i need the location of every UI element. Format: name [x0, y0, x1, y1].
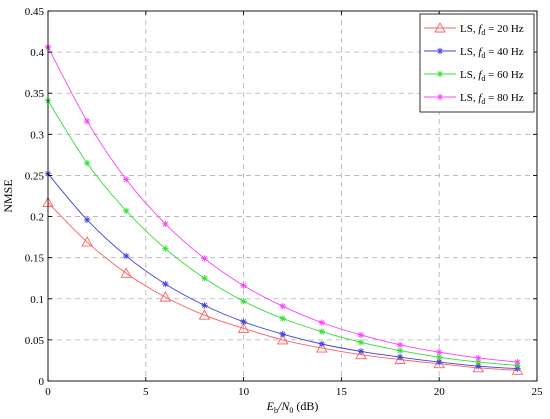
data-point-star	[357, 339, 365, 346]
x-axis-label: Eb/N0 (dB)	[266, 399, 319, 415]
data-point-star	[436, 93, 444, 101]
data-point-triangle	[237, 322, 250, 333]
legend-box	[419, 13, 535, 113]
legend-entry: LS, fd = 40 Hz	[424, 46, 524, 60]
data-point-star	[83, 216, 91, 224]
y-tick-label: 0	[39, 376, 45, 388]
data-point-star	[436, 47, 444, 55]
data-point-triangle	[198, 309, 211, 320]
y-tick-label: 0.2	[30, 212, 44, 224]
data-point-triangle	[316, 342, 328, 353]
data-point-star	[123, 252, 130, 260]
data-point-star	[123, 207, 130, 214]
data-point-star	[514, 358, 521, 366]
y-tick-label: 0.3	[30, 129, 44, 141]
series-layer	[42, 43, 524, 375]
data-point-star	[436, 349, 443, 356]
data-point-star	[357, 348, 365, 355]
series-2	[44, 170, 521, 372]
data-point-triangle	[511, 364, 524, 375]
data-point-star	[318, 340, 326, 348]
tick-labels: 0 5 10 15 20 25 0 0.05 0.1 0.15 0.2 0.25 0.3 0.35 0.4 0…	[25, 6, 543, 398]
data-point-star	[240, 282, 247, 289]
legend-label: LS, fd = 40 Hz	[460, 46, 524, 60]
data-point-triangle	[159, 291, 172, 302]
y-tick-label: 0.25	[25, 170, 45, 182]
y-tick-label: 0.1	[30, 294, 44, 306]
y-tick-label: 0.4	[30, 47, 44, 59]
legend-entry: LS, fd = 60 Hz	[424, 69, 524, 83]
data-point-triangle	[434, 22, 446, 33]
data-point-star	[357, 331, 365, 339]
legend-label: LS, fd = 60 Hz	[460, 69, 524, 83]
legend-entry: LS, fd = 80 Hz	[424, 92, 524, 106]
data-point-star	[436, 353, 443, 361]
data-point-triangle	[433, 357, 445, 369]
data-point-star	[162, 245, 169, 252]
data-point-triangle	[81, 236, 93, 247]
data-point-star	[123, 176, 130, 183]
data-point-star	[279, 315, 286, 322]
data-point-triangle	[120, 267, 133, 278]
y-tick-label: 0.05	[25, 335, 45, 347]
y-axis-label: NMSE	[1, 179, 15, 212]
y-tick-label: 0.35	[25, 88, 45, 100]
x-tick-label: 5	[143, 386, 149, 398]
data-point-triangle	[472, 361, 485, 373]
x-tick-label: 20	[434, 386, 446, 398]
data-point-star	[240, 298, 247, 305]
data-point-star	[83, 159, 91, 167]
data-point-star	[83, 117, 91, 125]
legend-entry: LS, fd = 20 Hz	[424, 22, 524, 37]
series-4	[44, 43, 521, 366]
data-point-triangle	[355, 348, 367, 360]
data-point-star	[396, 353, 404, 361]
data-point-star	[318, 328, 326, 335]
data-point-star	[396, 341, 404, 349]
data-point-star	[475, 354, 482, 362]
data-point-star	[318, 319, 326, 326]
data-point-star	[201, 275, 208, 282]
data-point-star	[436, 70, 444, 78]
x-tick-label: 10	[238, 386, 250, 398]
legend-label: LS, fd = 80 Hz	[460, 92, 524, 106]
data-point-star	[279, 302, 286, 310]
data-point-star	[201, 255, 208, 262]
y-tick-label: 0.45	[25, 6, 45, 18]
legend: LS, fd = 20 Hz LS, fd = 40 Hz LS, fd = 60 …	[419, 13, 535, 113]
data-point-star	[240, 318, 247, 325]
x-tick-label: 15	[336, 386, 348, 398]
data-point-triangle	[276, 333, 289, 345]
axis-ticks	[47, 10, 538, 382]
data-point-star	[201, 302, 208, 309]
data-point-star	[162, 220, 169, 228]
x-tick-label: 0	[45, 386, 51, 398]
legend-label: LS, fd = 20 Hz	[460, 23, 524, 37]
y-tick-label: 0.15	[25, 253, 45, 265]
data-point-star	[162, 280, 169, 288]
data-point-star	[279, 330, 286, 338]
x-tick-label: 25	[532, 386, 544, 398]
data-point-star	[396, 347, 404, 354]
plot-frame	[47, 10, 538, 382]
